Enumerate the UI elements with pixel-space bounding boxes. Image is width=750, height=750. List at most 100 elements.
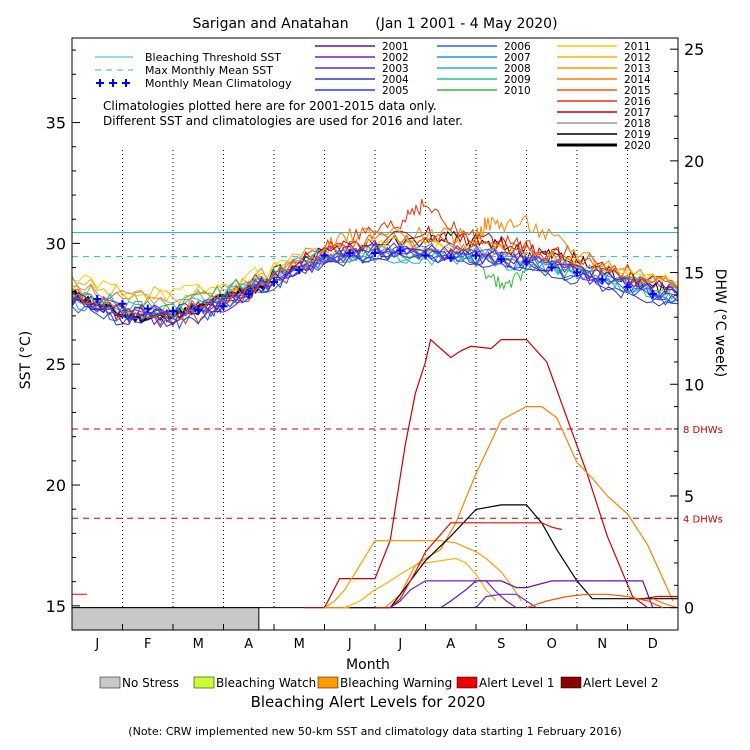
alert-label: Bleaching Warning: [340, 676, 452, 690]
sst-tick-label: 15: [46, 597, 66, 616]
climatology-marker: [472, 251, 480, 260]
climatology-marker: [396, 246, 405, 255]
month-tick-label: J: [397, 637, 402, 652]
alert-title: Bleaching Alert Levels for 2020: [251, 693, 486, 711]
climatology-marker: [219, 302, 228, 311]
note-line-1: Climatologies plotted here are for 2001-…: [103, 99, 437, 113]
footnote: (Note: CRW implemented new 50-km SST and…: [128, 725, 621, 738]
climatology-marker: [598, 275, 607, 284]
legend-year-label: 2006: [504, 41, 531, 53]
dhw-series-line: [440, 580, 654, 609]
climatology-marker: [93, 294, 102, 303]
legend-year-label: 2020: [624, 140, 651, 152]
legend-year-label: 2012: [624, 52, 651, 64]
dhw-tick-label: 25: [684, 40, 704, 59]
dhw-tick-label: 10: [684, 375, 704, 394]
month-tick-label: F: [144, 637, 151, 652]
alert-label: No Stress: [122, 676, 179, 690]
dhw-series-line: [324, 540, 523, 609]
month-tick-label: M: [294, 637, 305, 652]
dhw-series-line: [475, 593, 537, 609]
sst-series-line: [71, 245, 679, 329]
month-tick-label: A: [244, 637, 253, 652]
legend-year-label: 2011: [624, 41, 651, 53]
no-stress-bar: [71, 607, 260, 631]
alert-level-bar: [71, 607, 260, 631]
dhw-axis-label: DHW (°C week): [712, 269, 728, 378]
climatology-marker: [345, 249, 354, 258]
alert-swatch: [317, 676, 339, 689]
legend-year-label: 2007: [504, 52, 531, 64]
legend-swatch: [96, 79, 104, 87]
climatology-markers: [93, 246, 657, 316]
alert-label: Alert Level 2: [583, 676, 659, 690]
dhw-series-line: [526, 593, 664, 609]
legend-year-label: 2010: [504, 85, 531, 97]
sst-axis: 15 20 25 30 35: [46, 49, 80, 616]
dhw-series-line: [344, 557, 497, 609]
climatology-marker: [446, 253, 455, 262]
sst-series-line: [71, 242, 679, 328]
climatology-marker: [421, 251, 430, 260]
sst-tick-label: 25: [46, 355, 66, 374]
dhw-series-line: [652, 598, 679, 609]
legend-year-label: 2016: [624, 96, 651, 108]
month-tick-label: J: [347, 637, 352, 652]
legend-year-label: 2015: [624, 85, 651, 97]
legend-year-label: 2018: [624, 118, 651, 130]
legend-year-label: 2014: [624, 74, 651, 86]
chart-title: Sarigan and Anatahan (Jan 1 2001 - 4 May…: [192, 16, 557, 32]
legend-label: Bleaching Threshold SST: [145, 51, 281, 64]
legend-year-label: 2001: [382, 41, 409, 53]
legend-year-label: 2017: [624, 107, 651, 119]
dhw-axis: 0 5 10 15 20 25: [670, 40, 704, 618]
sst-axis-label: SST (°C): [18, 331, 34, 389]
dhw-tick-label: 5: [684, 487, 694, 506]
month-tick-label: J: [94, 637, 99, 652]
sst-tick-label: 35: [46, 114, 66, 133]
climatology-marker: [623, 282, 632, 291]
dhw-tick-label: 15: [684, 264, 704, 283]
month-gridlines: [122, 150, 628, 608]
sst-tick-label: 20: [46, 476, 66, 495]
alert-swatch: [99, 676, 121, 689]
climatology-marker: [169, 307, 177, 316]
dhw-8-label: 8 DHWs: [683, 425, 723, 436]
climatology-marker: [497, 255, 506, 264]
climatology-marker: [648, 290, 657, 299]
alert-legend: No Stress Bleaching Watch Bleaching Warnin…: [99, 676, 659, 690]
alert-label: Alert Level 1: [479, 676, 555, 690]
dhw-series: [72, 338, 679, 609]
climatology-marker: [270, 278, 278, 287]
alert-swatch: [456, 676, 478, 689]
note-line-2: Different SST and climatologies are used…: [103, 114, 463, 128]
month-tick-label: M: [193, 637, 204, 652]
dhw-tick-label: 0: [684, 599, 694, 618]
legend-swatch: [109, 79, 117, 87]
alert-swatch: [560, 676, 582, 689]
dhw-series-line: [642, 595, 678, 600]
sst-tick-label: 30: [46, 234, 66, 253]
climatology-marker: [244, 290, 253, 299]
dhw-series-line: [324, 406, 674, 609]
month-tick-label: A: [446, 637, 455, 652]
month-axis-label: Month: [346, 657, 390, 673]
month-tick-label: O: [547, 637, 557, 652]
alert-swatch: [193, 676, 215, 689]
legend-year-label: 2005: [382, 85, 409, 97]
legend-year-label: 2013: [624, 63, 651, 75]
climatology-marker: [143, 304, 152, 313]
dhw-series-line: [375, 522, 562, 609]
legend-label: Max Monthly Mean SST: [145, 64, 273, 77]
climatology-marker: [522, 257, 531, 266]
legend-year-label: 2004: [382, 74, 409, 86]
legend-year-label: 2009: [504, 74, 531, 86]
legend-year-label: 2008: [504, 63, 531, 75]
dhw-4-label: 4 DHWs: [683, 514, 723, 525]
climatology-marker: [194, 305, 203, 314]
month-tick-label: D: [648, 637, 658, 652]
